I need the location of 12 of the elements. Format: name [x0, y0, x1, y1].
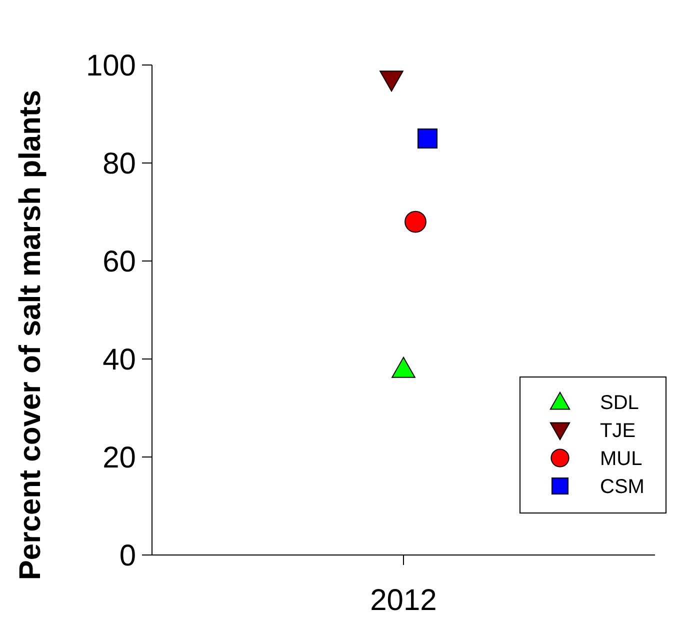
legend-label: MUL [600, 448, 642, 470]
legend-label: CSM [600, 476, 644, 498]
y-tick-label: 20 [102, 442, 136, 474]
y-tick-label: 80 [102, 148, 136, 180]
y-axis-title: Percent cover of salt marsh plants [14, 90, 47, 580]
y-tick-label: 100 [86, 50, 136, 82]
legend-label: TJE [600, 420, 636, 442]
y-tick-label: 60 [102, 246, 136, 278]
x-tick-label: 2012 [370, 584, 437, 617]
y-tick-label: 40 [102, 344, 136, 376]
y-tick-label: 0 [119, 540, 136, 572]
legend-label: SDL [600, 392, 639, 414]
